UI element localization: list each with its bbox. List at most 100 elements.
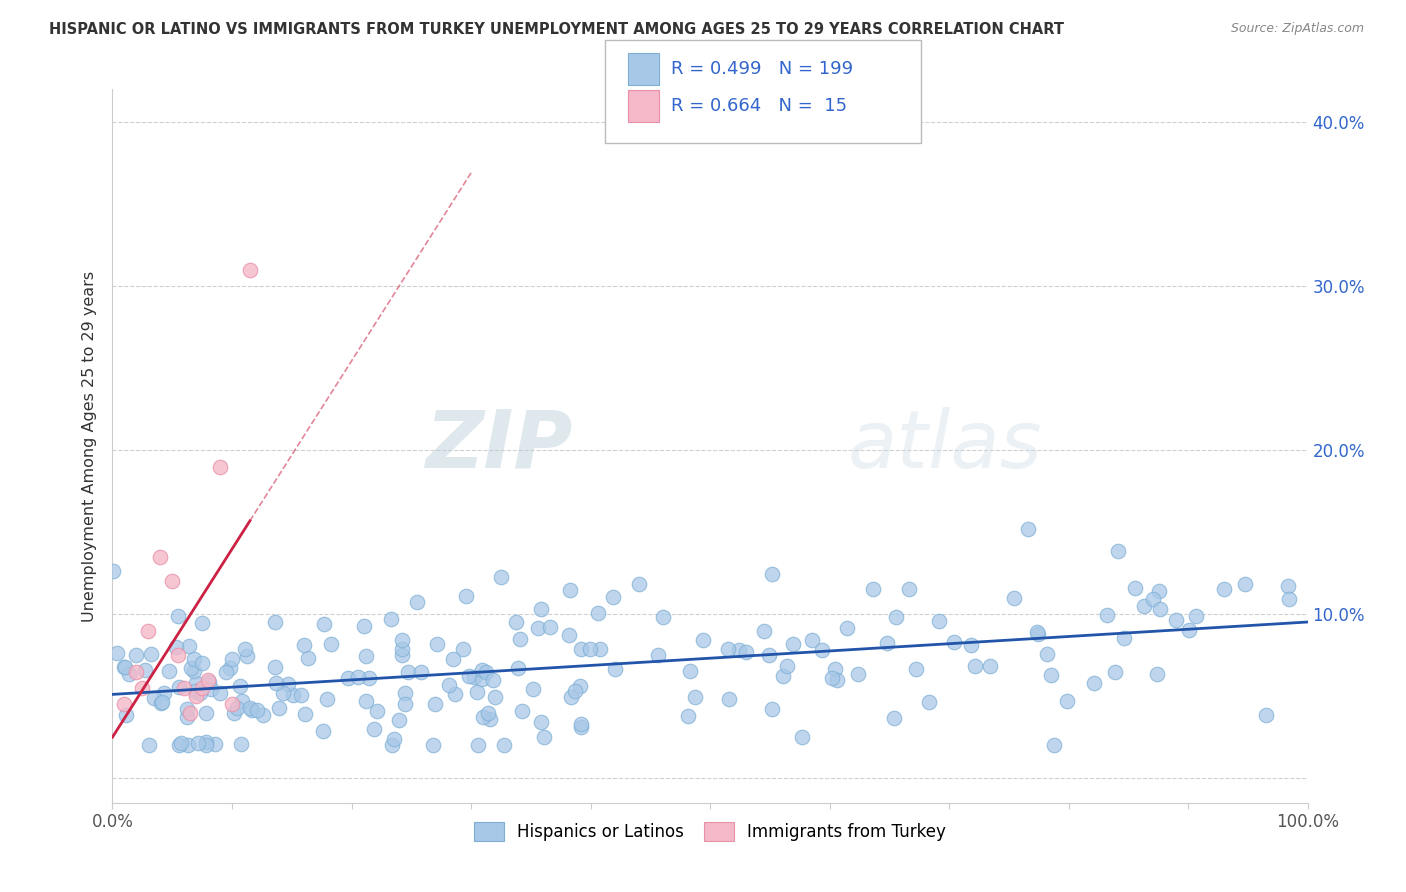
Point — [1147, 583, 1170, 598]
Point — [312, 724, 335, 739]
Point — [467, 739, 489, 753]
Point — [245, 703, 267, 717]
Point — [347, 670, 370, 684]
Point — [114, 698, 135, 712]
Point — [354, 649, 377, 664]
Point — [463, 670, 485, 684]
Point — [224, 706, 246, 720]
Point — [197, 673, 219, 687]
Point — [277, 677, 299, 691]
Point — [848, 666, 870, 681]
Point — [530, 602, 553, 616]
Point — [297, 651, 319, 665]
Point — [918, 695, 941, 709]
Point — [482, 673, 505, 687]
Point — [422, 739, 444, 753]
Point — [162, 574, 183, 589]
Point — [627, 576, 650, 591]
Point — [578, 642, 600, 657]
Point — [717, 642, 740, 657]
Point — [112, 660, 135, 674]
Point — [215, 665, 238, 680]
Point — [928, 614, 950, 628]
Point — [959, 638, 981, 652]
Point — [294, 638, 316, 652]
Text: ZIP: ZIP — [425, 407, 572, 485]
Point — [176, 701, 198, 715]
Point — [359, 671, 381, 685]
Point — [979, 659, 1001, 673]
Point — [283, 689, 305, 703]
Point — [177, 639, 200, 653]
Point — [236, 648, 259, 663]
Point — [801, 633, 824, 648]
Point — [115, 708, 138, 723]
Point — [405, 595, 427, 609]
Point — [290, 688, 312, 702]
Legend: Hispanics or Latinos, Immigrants from Turkey: Hispanics or Latinos, Immigrants from Tu… — [467, 815, 953, 848]
Point — [233, 641, 256, 656]
Point — [183, 664, 205, 678]
Point — [651, 609, 673, 624]
Point — [569, 642, 592, 657]
Point — [728, 643, 751, 657]
Point — [209, 686, 232, 700]
Point — [134, 663, 156, 677]
Point — [314, 616, 336, 631]
Point — [139, 647, 162, 661]
Point — [1002, 591, 1025, 605]
Point — [1149, 601, 1171, 615]
Point — [1025, 624, 1047, 639]
Point — [761, 566, 783, 581]
Point — [586, 607, 609, 621]
Point — [506, 661, 529, 675]
Point — [219, 661, 242, 675]
Point — [131, 681, 153, 695]
Point — [231, 694, 253, 708]
Point — [239, 262, 262, 277]
Point — [1017, 523, 1039, 537]
Point — [792, 730, 814, 744]
Point — [1043, 739, 1066, 753]
Point — [142, 691, 165, 706]
Point — [862, 582, 884, 596]
Point — [388, 713, 411, 727]
Point — [157, 664, 180, 678]
Point — [228, 679, 250, 693]
Point — [683, 690, 706, 704]
Point — [138, 624, 160, 638]
Point — [316, 692, 339, 706]
Point — [505, 615, 527, 630]
Point — [382, 731, 405, 746]
Point — [167, 648, 190, 662]
Point — [195, 735, 218, 749]
Y-axis label: Unemployment Among Ages 25 to 29 years: Unemployment Among Ages 25 to 29 years — [82, 270, 97, 622]
Point — [191, 616, 214, 631]
Point — [603, 662, 626, 676]
Point — [336, 671, 359, 685]
Point — [125, 665, 148, 679]
Point — [149, 696, 172, 710]
Point — [391, 641, 413, 656]
Point — [1114, 631, 1136, 645]
Point — [221, 652, 243, 666]
Text: R = 0.499   N = 199: R = 0.499 N = 199 — [671, 60, 853, 78]
Point — [560, 582, 582, 597]
Point — [1036, 647, 1059, 661]
Point — [522, 681, 544, 696]
Point — [451, 641, 474, 656]
Point — [187, 737, 209, 751]
Point — [734, 645, 756, 659]
Point — [761, 701, 783, 715]
Point — [679, 665, 702, 679]
Point — [883, 710, 905, 724]
Point — [569, 679, 592, 693]
Point — [204, 737, 226, 751]
Point — [465, 685, 488, 699]
Point — [423, 698, 446, 712]
Point — [269, 700, 291, 714]
Point — [354, 693, 377, 707]
Point — [509, 632, 531, 647]
Point — [458, 668, 481, 682]
Point — [772, 669, 794, 683]
